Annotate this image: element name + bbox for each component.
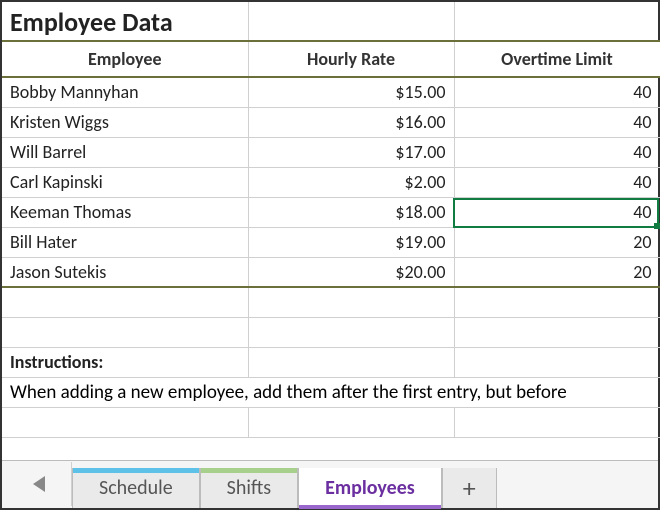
cell-name[interactable]: Jason Sutekis: [2, 257, 248, 287]
cell-empty[interactable]: [2, 287, 248, 317]
cell-empty[interactable]: [454, 2, 660, 41]
cell-name[interactable]: Carl Kapinski: [2, 167, 248, 197]
cell-empty[interactable]: [248, 317, 454, 347]
tab-shifts[interactable]: Shifts: [200, 468, 298, 508]
cell-ot[interactable]: 40: [454, 137, 660, 167]
tab-label: Employees: [325, 476, 415, 500]
cell-empty[interactable]: [454, 317, 660, 347]
sheet-nav-button[interactable]: [6, 462, 72, 506]
cell-ot[interactable]: 40: [454, 197, 660, 227]
cell-ot[interactable]: 40: [454, 107, 660, 137]
tab-stripe: [299, 468, 441, 473]
tab-label: Shifts: [227, 476, 271, 500]
cell-empty[interactable]: [248, 2, 454, 41]
cell-ot[interactable]: 40: [454, 77, 660, 107]
cell-empty[interactable]: [454, 287, 660, 317]
cell-empty[interactable]: [454, 347, 660, 377]
column-header-employee[interactable]: Employee: [2, 41, 248, 77]
tab-underline: [299, 505, 441, 509]
sheet-tabbar: Schedule Shifts Employees +: [2, 460, 658, 508]
tab-stripe: [73, 468, 199, 473]
tab-label: Schedule: [99, 476, 173, 500]
cell-rate[interactable]: $20.00: [248, 257, 454, 287]
instructions-text[interactable]: When adding a new employee, add them aft…: [2, 377, 660, 407]
tab-employees[interactable]: Employees: [298, 468, 442, 508]
column-header-ot[interactable]: Overtime Limit: [454, 41, 660, 77]
cell-rate[interactable]: $2.00: [248, 167, 454, 197]
cell-name[interactable]: Bobby Mannyhan: [2, 77, 248, 107]
cell-rate[interactable]: $17.00: [248, 137, 454, 167]
column-header-rate[interactable]: Hourly Rate: [248, 41, 454, 77]
cell-name[interactable]: Bill Hater: [2, 227, 248, 257]
spreadsheet-grid[interactable]: Employee Data Employee Hourly Rate Overt…: [2, 2, 660, 438]
sheet-title: Employee Data: [2, 2, 248, 41]
tab-stripe: [201, 468, 297, 473]
tab-schedule[interactable]: Schedule: [72, 468, 200, 508]
cell-ot[interactable]: 20: [454, 257, 660, 287]
tab-add-button[interactable]: +: [442, 468, 497, 508]
cell-empty[interactable]: [248, 287, 454, 317]
instructions-label[interactable]: Instructions:: [2, 347, 248, 377]
cell-ot[interactable]: 20: [454, 227, 660, 257]
cell-empty[interactable]: [248, 347, 454, 377]
cell-name[interactable]: Keeman Thomas: [2, 197, 248, 227]
cell-rate[interactable]: $18.00: [248, 197, 454, 227]
cell-empty[interactable]: [248, 407, 454, 437]
cell-name[interactable]: Kristen Wiggs: [2, 107, 248, 137]
cell-rate[interactable]: $15.00: [248, 77, 454, 107]
cell-ot[interactable]: 40: [454, 167, 660, 197]
cell-rate[interactable]: $16.00: [248, 107, 454, 137]
cell-name[interactable]: Will Barrel: [2, 137, 248, 167]
cell-empty[interactable]: [2, 407, 248, 437]
cell-empty[interactable]: [2, 317, 248, 347]
cell-empty[interactable]: [454, 407, 660, 437]
plus-icon: +: [463, 472, 476, 504]
cell-rate[interactable]: $19.00: [248, 227, 454, 257]
